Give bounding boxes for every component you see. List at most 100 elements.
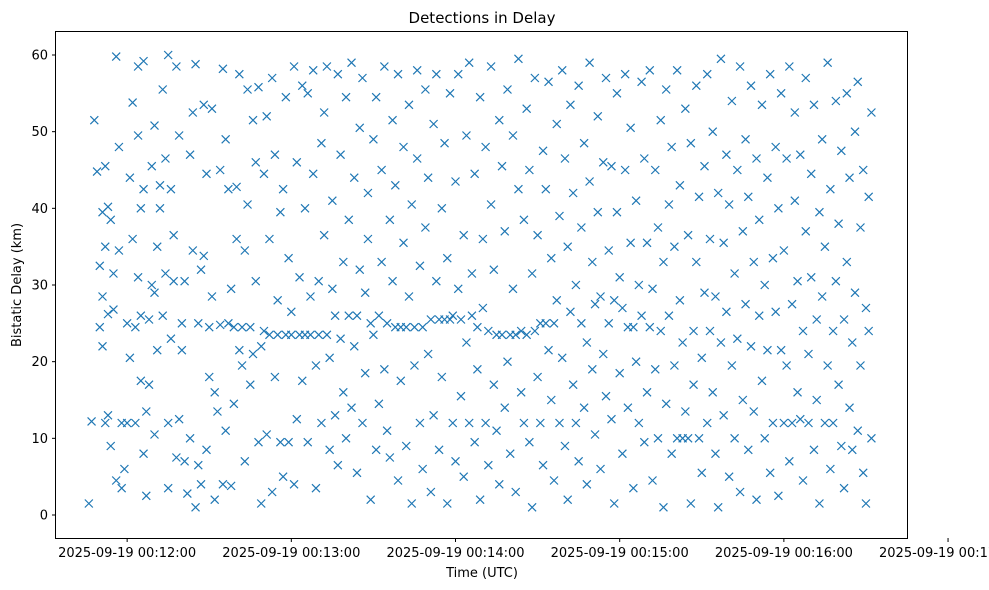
data-point-530 [806, 272, 816, 282]
x-tick-label-3: 2025-09-19 00:15:00 [551, 546, 689, 561]
data-point-35 [133, 272, 143, 282]
data-point-298 [489, 265, 499, 275]
data-point-412 [645, 65, 655, 75]
data-point-406 [637, 311, 647, 321]
data-point-408 [639, 154, 649, 163]
data-point-328 [530, 73, 540, 83]
data-point-252 [426, 487, 436, 497]
data-point-478 [735, 62, 745, 71]
data-point-483 [743, 445, 753, 455]
data-point-25 [119, 464, 129, 474]
data-point-334 [538, 460, 548, 470]
data-point-52 [152, 242, 162, 252]
data-point-457 [708, 387, 718, 397]
data-point-338 [544, 77, 553, 87]
data-point-88 [202, 445, 211, 455]
data-point-464 [716, 54, 726, 64]
data-point-231 [399, 238, 408, 248]
data-point-325 [527, 269, 537, 278]
data-point-329 [533, 372, 543, 382]
data-point-333 [538, 146, 548, 156]
data-point-65 [169, 230, 179, 240]
data-point-126 [254, 437, 263, 447]
data-point-202 [358, 73, 367, 83]
data-point-113 [237, 361, 247, 370]
data-point-205 [363, 188, 373, 198]
data-point-305 [500, 403, 510, 413]
data-point-61 [163, 50, 173, 60]
data-point-156 [295, 272, 304, 282]
data-point-528 [804, 349, 813, 359]
data-point-125 [254, 82, 263, 92]
data-point-216 [377, 257, 387, 267]
data-point-258 [434, 445, 444, 455]
data-point-118 [243, 200, 252, 209]
data-point-352 [563, 495, 573, 505]
data-point-203 [360, 368, 370, 378]
data-point-244 [415, 261, 425, 271]
data-point-116 [240, 246, 250, 255]
data-point-513 [784, 456, 794, 466]
data-point-195 [349, 341, 359, 351]
data-point-131 [262, 111, 272, 121]
data-point-514 [784, 62, 794, 71]
data-point-177 [325, 445, 335, 455]
data-point-569 [861, 303, 871, 313]
data-point-264 [442, 253, 452, 263]
data-point-105 [226, 284, 236, 294]
data-point-326 [527, 502, 537, 512]
data-point-572 [864, 326, 874, 336]
y-axis: 0 10 20 30 40 50 60 [31, 49, 56, 524]
data-point-375 [596, 292, 605, 301]
data-point-350 [560, 154, 570, 163]
data-point-248 [420, 223, 430, 232]
data-point-138 [270, 150, 280, 160]
data-point-304 [497, 161, 507, 171]
data-point-293 [483, 326, 493, 336]
data-point-21 [114, 142, 124, 152]
data-point-563 [853, 426, 863, 436]
data-point-452 [700, 288, 709, 298]
data-point-235 [404, 100, 414, 110]
data-point-335 [541, 318, 551, 328]
data-point-365 [582, 338, 592, 347]
data-point-92 [207, 292, 217, 301]
data-point-466 [719, 238, 729, 248]
data-point-284 [470, 169, 480, 179]
data-point-500 [765, 69, 775, 79]
data-point-95 [210, 387, 220, 397]
data-point-38 [136, 311, 146, 321]
data-point-287 [475, 92, 485, 102]
data-point-574 [867, 433, 876, 443]
data-point-310 [505, 449, 515, 459]
data-point-200 [355, 123, 365, 133]
data-point-262 [440, 138, 449, 148]
y-tick-label-0: 0 [40, 509, 48, 524]
data-point-245 [418, 322, 428, 332]
data-point-55 [155, 203, 165, 213]
data-point-151 [289, 62, 299, 71]
data-point-536 [815, 499, 824, 508]
data-point-489 [752, 154, 761, 163]
data-point-369 [587, 364, 597, 374]
data-point-295 [486, 200, 496, 209]
y-tick-label-2: 20 [31, 355, 48, 370]
data-point-279 [464, 418, 474, 428]
x-tick-label-0: 2025-09-19 00:12:00 [58, 546, 196, 561]
data-point-53 [152, 345, 162, 355]
data-point-553 [839, 315, 849, 324]
data-point-237 [407, 200, 417, 209]
data-point-550 [834, 219, 844, 229]
data-point-292 [481, 142, 491, 152]
data-point-15 [106, 441, 116, 451]
data-point-347 [557, 65, 567, 75]
data-point-440 [683, 230, 693, 240]
data-point-180 [327, 284, 337, 294]
data-point-476 [732, 334, 742, 344]
data-point-158 [297, 81, 307, 91]
data-point-24 [117, 483, 127, 493]
data-point-185 [336, 334, 346, 344]
data-point-167 [311, 361, 321, 370]
data-point-60 [163, 418, 173, 428]
data-point-525 [801, 226, 811, 236]
